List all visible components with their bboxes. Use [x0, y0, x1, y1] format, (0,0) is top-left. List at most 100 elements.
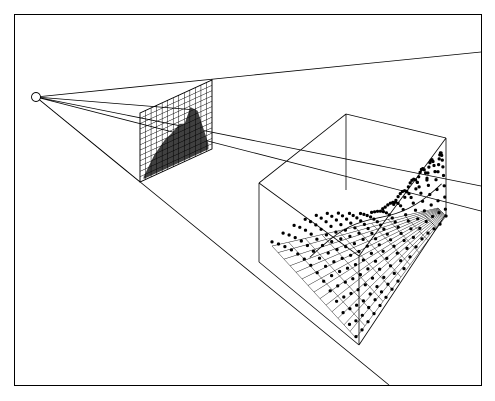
data-point: [385, 256, 389, 260]
data-point: [343, 280, 347, 284]
data-point: [434, 178, 438, 182]
data-point: [352, 242, 356, 246]
data-point: [396, 195, 400, 199]
data-point: [433, 170, 437, 174]
box-edge: [258, 113, 347, 184]
data-point: [422, 209, 426, 213]
data-point: [369, 251, 373, 255]
data-point: [330, 214, 334, 218]
data-point: [338, 269, 342, 274]
data-point: [360, 328, 364, 332]
screen-grid-line: [139, 95, 213, 130]
data-point: [381, 249, 385, 253]
data-point: [342, 295, 346, 299]
data-point: [388, 264, 393, 268]
data-point: [329, 224, 333, 228]
data-point: [303, 228, 308, 232]
data-point: [413, 208, 418, 212]
data-point: [374, 237, 378, 241]
data-point: [392, 271, 396, 275]
data-point: [392, 244, 396, 248]
data-point: [315, 271, 319, 275]
data-point: [357, 231, 361, 235]
surface-grid-line: [289, 209, 440, 266]
screen-grid-line: [139, 116, 213, 151]
data-point: [334, 230, 338, 234]
data-point: [351, 277, 355, 281]
data-point: [340, 256, 344, 260]
data-point: [418, 226, 422, 230]
surface-grid-line: [277, 208, 439, 253]
data-point: [436, 199, 440, 203]
data-point: [361, 258, 365, 262]
data-point: [324, 264, 328, 268]
data-point: [315, 237, 319, 241]
data-point: [334, 218, 338, 222]
data-point: [309, 263, 313, 267]
sight-line-screen-top: [35, 96, 197, 111]
surface-grid-line: [319, 212, 443, 299]
data-point: [356, 288, 360, 292]
data-point: [439, 151, 443, 155]
surface-grid-line: [313, 211, 443, 293]
data-point: [361, 299, 365, 303]
data-point: [414, 245, 418, 249]
data-point: [281, 231, 285, 235]
data-point: [405, 246, 409, 250]
data-point: [336, 211, 340, 215]
screen-grid-line: [139, 122, 213, 156]
data-point: [370, 210, 374, 214]
data-point: [429, 203, 433, 207]
data-point: [404, 213, 408, 217]
data-point: [319, 216, 323, 220]
data-point: [339, 223, 343, 227]
data-point: [349, 221, 353, 225]
data-point: [382, 227, 386, 231]
data-point: [353, 263, 358, 267]
data-point: [399, 231, 403, 235]
data-point: [422, 168, 426, 172]
data-point: [351, 213, 355, 218]
data-point: [408, 255, 412, 259]
box-edge: [345, 113, 447, 139]
data-point: [431, 159, 435, 164]
data-point: [384, 295, 388, 299]
surface-grid-line: [349, 215, 446, 332]
data-point: [437, 211, 441, 215]
surface-grid-line: [295, 210, 441, 273]
screen-grid-line: [139, 101, 213, 135]
data-point: [393, 220, 397, 224]
data-point: [378, 267, 382, 271]
data-point: [365, 213, 369, 218]
data-point: [418, 170, 422, 174]
data-point: [402, 267, 406, 271]
data-point: [311, 249, 315, 253]
data-point: [413, 178, 418, 182]
data-point: [375, 209, 380, 213]
data-point: [398, 192, 402, 196]
data-point: [411, 235, 415, 239]
data-point: [366, 226, 370, 231]
data-point: [324, 220, 328, 224]
data-point: [362, 212, 366, 216]
data-box: [258, 113, 448, 346]
data-point: [293, 236, 297, 240]
data-point: [424, 171, 428, 175]
sight-lines: [35, 51, 482, 386]
data-point: [299, 239, 303, 243]
data-point: [349, 253, 353, 257]
data-point: [317, 256, 322, 260]
data-point: [389, 238, 393, 242]
data-point: [289, 248, 293, 252]
data-point: [426, 171, 430, 175]
data-point: [381, 210, 385, 214]
data-point: [276, 242, 281, 246]
data-point: [358, 273, 362, 277]
figure-border: [14, 14, 482, 386]
data-point: [302, 257, 306, 261]
screen-grid-line: [139, 106, 213, 140]
data-point: [344, 245, 348, 249]
data-point: [396, 225, 400, 229]
